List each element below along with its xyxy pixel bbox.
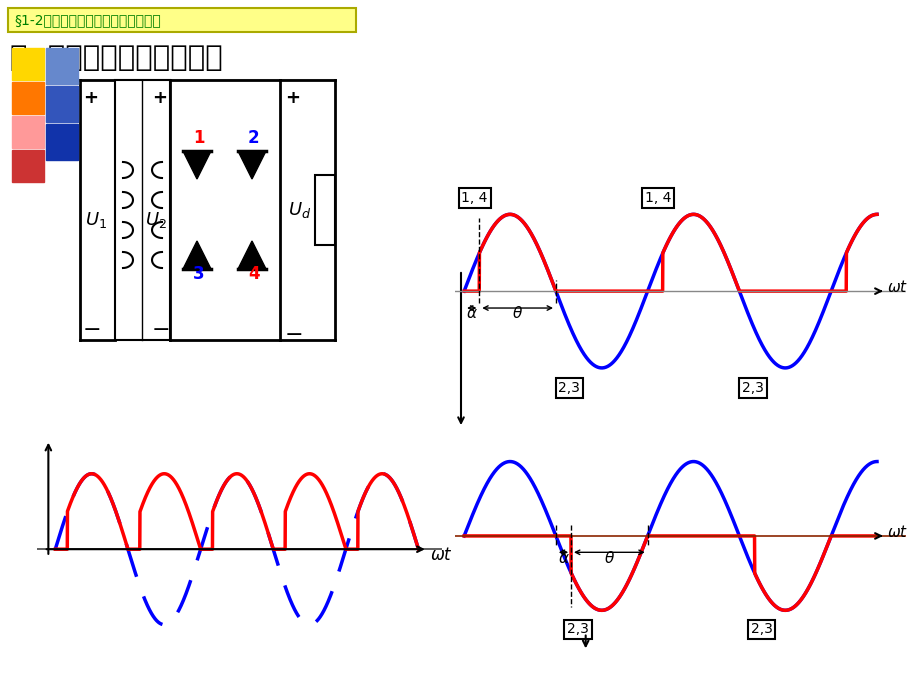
Text: $U_2$: $U_2$ <box>145 210 166 230</box>
Bar <box>12 48 44 80</box>
Text: $U_d$: $U_d$ <box>288 200 311 220</box>
Text: 4: 4 <box>248 265 259 283</box>
Text: $\theta$: $\theta$ <box>512 305 523 321</box>
Polygon shape <box>238 151 266 179</box>
Text: 2,3: 2,3 <box>566 622 588 636</box>
Text: 2,3: 2,3 <box>750 622 772 636</box>
Text: +: + <box>285 89 300 107</box>
Bar <box>12 150 44 182</box>
Bar <box>12 82 44 114</box>
Polygon shape <box>238 241 266 269</box>
Text: $U_1$: $U_1$ <box>85 210 107 230</box>
Text: −: − <box>285 325 303 345</box>
Text: $\omega t$: $\omega t$ <box>886 524 907 540</box>
Text: $\alpha$: $\alpha$ <box>465 306 477 321</box>
Text: $\omega t$: $\omega t$ <box>429 546 452 564</box>
Text: 二  单相桥式全控整流电路: 二 单相桥式全控整流电路 <box>10 44 222 72</box>
Text: −: − <box>152 320 170 340</box>
Text: 2,3: 2,3 <box>741 381 763 395</box>
Text: $\alpha$: $\alpha$ <box>557 551 569 566</box>
Polygon shape <box>183 151 210 179</box>
Text: 1: 1 <box>193 129 204 147</box>
Text: $\theta$: $\theta$ <box>603 550 614 566</box>
Bar <box>314 175 335 245</box>
Text: +: + <box>152 89 167 107</box>
Polygon shape <box>183 241 210 269</box>
Text: +: + <box>83 89 98 107</box>
Bar <box>115 80 170 340</box>
Text: 2: 2 <box>248 129 259 147</box>
Text: 2,3: 2,3 <box>558 381 580 395</box>
Text: −: − <box>83 320 101 340</box>
Text: 3: 3 <box>193 265 204 283</box>
Bar <box>46 124 78 160</box>
Text: $\omega t$: $\omega t$ <box>886 279 907 295</box>
Bar <box>46 48 78 84</box>
Bar <box>46 86 78 122</box>
Text: 1, 4: 1, 4 <box>644 191 671 205</box>
FancyBboxPatch shape <box>8 8 356 32</box>
Text: 1, 4: 1, 4 <box>461 191 487 205</box>
Text: §1-2晶闸管－电动机系统的主要问题: §1-2晶闸管－电动机系统的主要问题 <box>14 13 161 27</box>
Bar <box>12 116 44 148</box>
